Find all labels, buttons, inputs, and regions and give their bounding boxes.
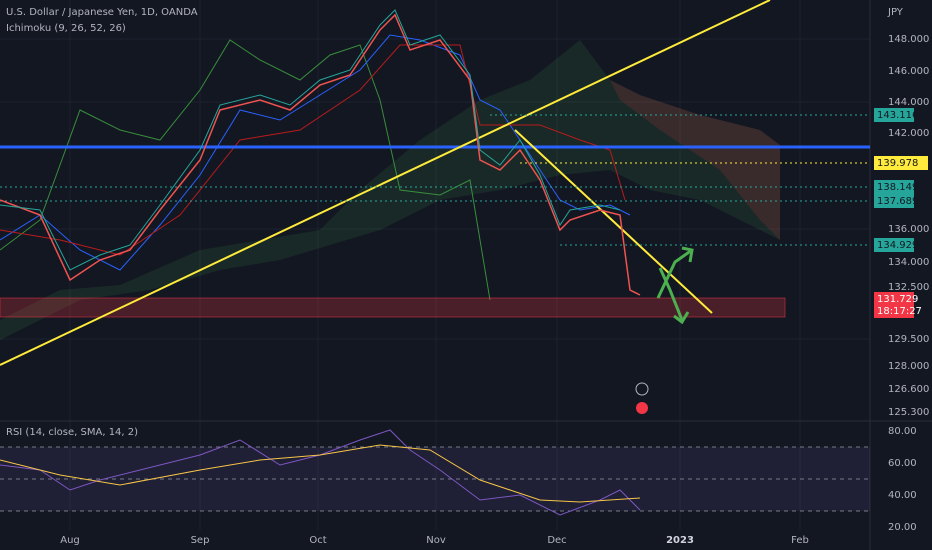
label: 126.600 bbox=[888, 384, 929, 395]
label: 129.500 bbox=[888, 334, 929, 345]
label: Aug bbox=[60, 535, 80, 546]
label: 139.978 bbox=[877, 158, 918, 169]
conversion-line bbox=[0, 34, 631, 271]
label: 40.00 bbox=[888, 490, 917, 501]
label: 137.689 bbox=[877, 196, 918, 207]
label: 144.000 bbox=[888, 97, 929, 108]
rsi-levels bbox=[0, 446, 870, 512]
rsi-ticks: 80.00 60.00 40.00 20.00 bbox=[888, 426, 917, 533]
label: 20.00 bbox=[888, 522, 917, 533]
label: Nov bbox=[426, 535, 446, 546]
label: Dec bbox=[547, 535, 566, 546]
label: Feb bbox=[791, 535, 809, 546]
arrows bbox=[656, 246, 694, 325]
price-tags: 143.116 139.978 138.149 137.689 134.929 … bbox=[874, 108, 928, 318]
label: 134.929 bbox=[877, 240, 918, 251]
trend-line bbox=[514, 129, 713, 314]
label: 131.729 bbox=[877, 294, 918, 305]
label: 132.500 bbox=[888, 282, 929, 293]
label: 138.149 bbox=[877, 182, 918, 193]
label: 18:17:27 bbox=[877, 306, 922, 317]
label: 143.116 bbox=[877, 110, 918, 121]
label: 2023 bbox=[666, 535, 694, 546]
label: Sep bbox=[191, 535, 210, 546]
event-icon[interactable] bbox=[635, 382, 649, 396]
indicator-label: Ichimoku (9, 26, 52, 26) bbox=[6, 23, 126, 34]
grid bbox=[0, 0, 870, 530]
label: 134.000 bbox=[888, 257, 929, 268]
label: 80.00 bbox=[888, 426, 917, 437]
rsi-sma bbox=[0, 444, 641, 503]
label: 128.000 bbox=[888, 361, 929, 372]
label: 142.000 bbox=[888, 128, 929, 139]
time-axis: Aug Sep Oct Nov Dec 2023 Feb bbox=[60, 535, 809, 546]
ichimoku-cloud-red bbox=[610, 80, 780, 240]
price-path bbox=[0, 13, 641, 296]
lagging-span bbox=[0, 39, 491, 301]
price-ticks: 148.000 146.000 144.000 142.000 136.000 … bbox=[888, 34, 929, 418]
rsi-label: RSI (14, close, SMA, 14, 2) bbox=[6, 427, 138, 438]
label: 125.300 bbox=[888, 407, 929, 418]
trend-line bbox=[0, 0, 771, 366]
support-zone bbox=[0, 297, 786, 318]
level-lines bbox=[0, 114, 870, 246]
rsi-line bbox=[0, 429, 641, 516]
symbol-title: U.S. Dollar / Japanese Yen, 1D, OANDA bbox=[6, 7, 198, 18]
currency: JPY bbox=[887, 7, 904, 18]
label: Oct bbox=[309, 535, 326, 546]
price-path-up bbox=[0, 9, 621, 271]
label: 146.000 bbox=[888, 66, 929, 77]
label: 148.000 bbox=[888, 34, 929, 45]
base-line bbox=[0, 44, 626, 256]
label: 60.00 bbox=[888, 458, 917, 469]
event-icon[interactable] bbox=[636, 402, 648, 414]
label: 136.000 bbox=[888, 224, 929, 235]
